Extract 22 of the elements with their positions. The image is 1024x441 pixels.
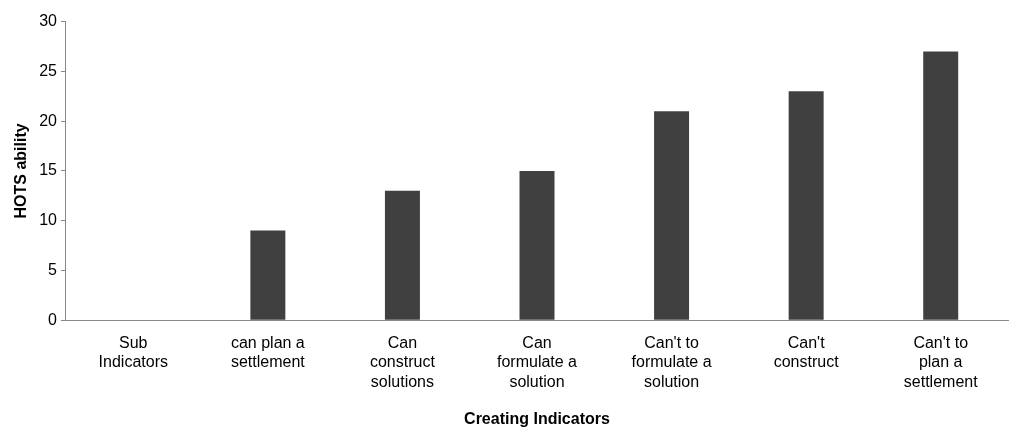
bar — [788, 91, 824, 320]
y-axis-title: HOTS ability — [12, 123, 30, 219]
y-tick-label: 15 — [39, 161, 58, 179]
y-tick-label: 30 — [39, 12, 58, 30]
x-tick-label: Can formulate a solution — [496, 334, 578, 390]
x-axis-title: Creating Indicators — [464, 409, 610, 427]
x-tick-label: Can't to formulate a solution — [631, 334, 712, 390]
y-tick-label: 5 — [48, 260, 58, 278]
y-tick-label: 25 — [39, 61, 58, 79]
y-tick-label: 20 — [39, 111, 58, 129]
x-tick-label: Sub Indicators — [98, 334, 168, 371]
x-tick-label: Can construct solutions — [369, 334, 436, 390]
bar — [384, 190, 420, 320]
x-tick-label: Can't to plan a settlement — [903, 334, 979, 390]
bar — [519, 170, 555, 320]
y-tick-label: 10 — [39, 211, 58, 229]
x-tick-label: Can't construct — [773, 334, 840, 371]
x-tick-label: can plan a settlement — [230, 334, 306, 371]
bar — [250, 230, 286, 320]
bar — [923, 51, 959, 320]
bar — [654, 111, 690, 320]
y-tick-label: 0 — [48, 310, 58, 328]
